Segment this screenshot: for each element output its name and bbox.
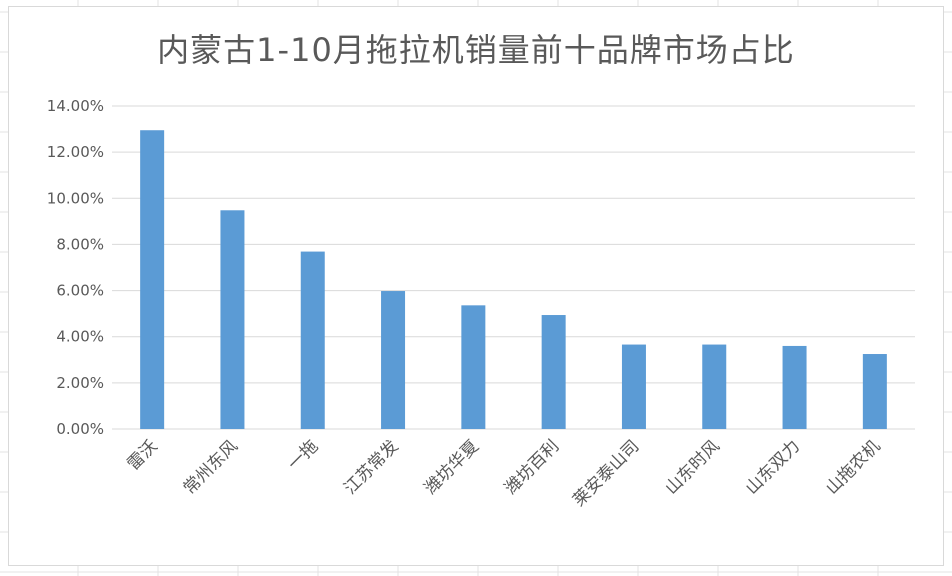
chart-title: 内蒙古1-10月拖拉机销量前十品牌市场占比 [157, 31, 795, 69]
x-tick-label: 山东双力 [742, 436, 804, 498]
chart-area[interactable]: 内蒙古1-10月拖拉机销量前十品牌市场占比 0.00% 2.00% 4.00% 6.0… [8, 6, 944, 566]
plot-area: 0.00% 2.00% 4.00% 6.00% 8.00% 10.00% 12.00% 14.… [47, 97, 915, 511]
x-tick-label: 潍坊百利 [501, 436, 563, 498]
y-tick-label: 0.00% [56, 420, 104, 438]
bar [381, 291, 406, 429]
x-tick-label: 莱安泰山司 [569, 436, 643, 510]
x-tick-label: 江苏常发 [340, 436, 402, 498]
x-tick-label: 山拖农机 [822, 436, 884, 498]
y-tick-label: 8.00% [56, 235, 104, 253]
bar [782, 345, 807, 429]
x-tick-label: 一拖 [284, 436, 322, 474]
y-tick-label: 6.00% [56, 282, 104, 300]
y-tick-label: 4.00% [56, 328, 104, 346]
y-tick-label: 2.00% [56, 374, 104, 392]
y-tick-label: 14.00% [47, 97, 104, 115]
bar [702, 344, 727, 429]
bar [140, 130, 165, 429]
x-tick-label: 常州东风 [180, 436, 242, 498]
y-tick-label: 12.00% [47, 143, 104, 161]
x-tick-label: 潍坊华夏 [421, 436, 483, 498]
x-tick-label: 雷沃 [124, 436, 162, 474]
x-tick-label: 山东时风 [662, 436, 724, 498]
bar [220, 210, 245, 429]
bar [300, 251, 325, 429]
y-tick-label: 10.00% [47, 189, 104, 207]
bar [541, 315, 566, 429]
bar [621, 344, 646, 429]
bar [461, 305, 486, 429]
bar [862, 354, 887, 429]
